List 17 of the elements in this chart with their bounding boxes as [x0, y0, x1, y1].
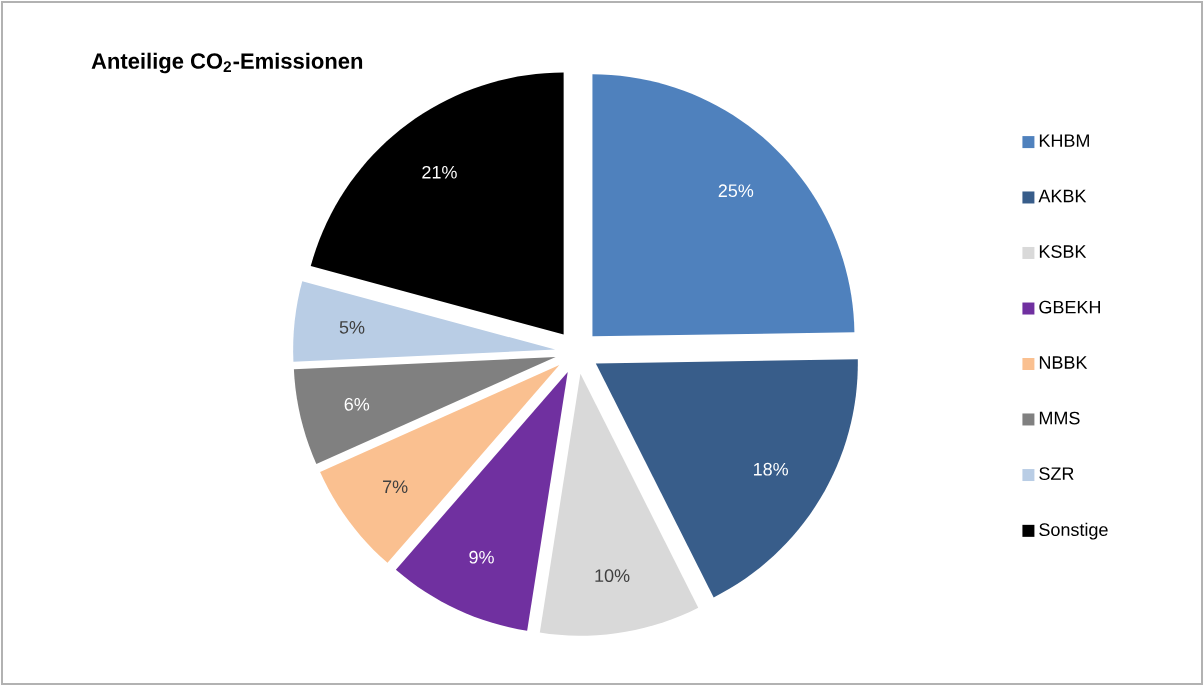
data-label: 9% [469, 550, 494, 564]
data-label: 5% [339, 321, 365, 334]
data-label: 6% [344, 397, 370, 411]
legend-label: KHBM [1039, 134, 1089, 147]
legend-label: AKBK [1038, 189, 1087, 203]
legend-label: MMS [1039, 411, 1080, 425]
legend-label: GBEKH [1039, 300, 1100, 314]
data-label: 25% [718, 184, 754, 198]
data-label: 18% [754, 462, 789, 476]
chart-title: Anteilige CO$_{2}$-Emissionen [91, 52, 363, 74]
data-label: 21% [422, 165, 457, 179]
data-label: 10% [595, 569, 630, 583]
legend-label: NBBK [1039, 356, 1088, 369]
legend-label: Sonstige [1039, 522, 1108, 540]
legend-label: SZR [1039, 467, 1074, 481]
data-label: 7% [383, 480, 408, 494]
legend-label: KSBK [1039, 245, 1087, 258]
